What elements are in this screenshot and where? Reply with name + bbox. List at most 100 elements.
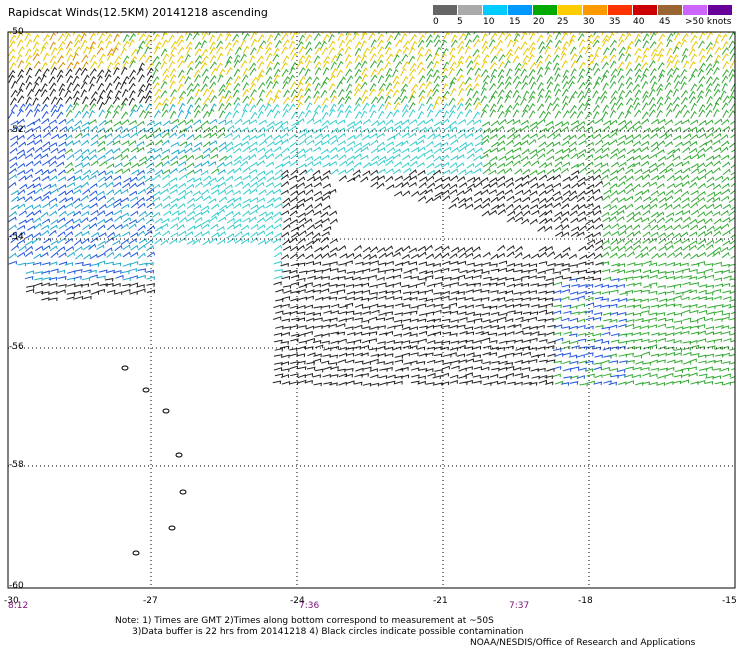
wind-barb <box>554 161 563 168</box>
wind-barb <box>240 140 249 147</box>
wind-barb <box>33 195 42 202</box>
wind-barb <box>169 188 178 195</box>
wind-barb <box>506 262 515 267</box>
wind-barb <box>666 153 675 160</box>
wind-barb <box>538 379 548 384</box>
wind-barb <box>178 237 187 243</box>
wind-barb <box>144 95 152 104</box>
wind-barb <box>585 276 594 281</box>
wind-barb <box>624 53 632 62</box>
wind-barb <box>545 282 554 286</box>
wind-barb <box>417 110 425 120</box>
wind-barb <box>329 354 338 359</box>
wind-barb <box>34 277 43 282</box>
wind-barb <box>601 331 611 336</box>
wind-barb <box>299 270 308 275</box>
wind-barb <box>89 274 98 279</box>
wind-barb <box>115 274 124 279</box>
wind-barb <box>345 83 353 92</box>
wind-barb <box>618 230 627 237</box>
wind-barb <box>610 90 618 98</box>
wind-barb <box>682 140 691 146</box>
wind-barb <box>72 52 79 61</box>
wind-barb <box>386 53 394 61</box>
wind-barb <box>242 82 249 91</box>
wind-barb <box>265 52 273 62</box>
wind-barb <box>361 73 368 83</box>
wind-barb <box>649 75 657 84</box>
wind-barb <box>232 190 241 196</box>
wind-barb <box>408 175 417 181</box>
wind-barb <box>617 373 626 378</box>
wind-barb <box>282 55 290 64</box>
wind-barb <box>113 66 120 76</box>
wind-barb <box>473 54 481 63</box>
wind-barb <box>705 76 713 84</box>
wind-barb <box>377 168 386 174</box>
wind-barb <box>553 324 563 328</box>
wind-barb <box>720 134 729 141</box>
wind-barb <box>250 76 259 85</box>
wind-barb <box>664 240 673 246</box>
wind-barb <box>688 48 696 57</box>
wind-barb <box>474 101 482 110</box>
wind-barb <box>96 127 106 134</box>
wind-barb <box>66 74 74 84</box>
wind-barb <box>170 40 178 49</box>
wind-barb <box>553 62 560 71</box>
wind-barb <box>346 167 355 174</box>
wind-barb <box>280 189 289 195</box>
wind-barb <box>161 139 170 146</box>
wind-barb <box>497 244 506 252</box>
wind-barb <box>624 374 633 378</box>
wind-barb <box>250 111 258 120</box>
wind-barb <box>169 80 176 89</box>
wind-barb <box>578 245 587 252</box>
wind-barb <box>82 263 91 267</box>
wind-barb <box>16 149 25 155</box>
wind-barb <box>459 317 468 321</box>
wind-barb <box>569 34 576 43</box>
wind-barb <box>722 217 731 223</box>
wind-barb <box>625 61 632 70</box>
wind-barb <box>610 128 619 134</box>
wind-barb <box>211 184 220 190</box>
wind-barb <box>57 169 66 176</box>
wind-barb <box>553 127 562 134</box>
wind-barb <box>609 138 618 146</box>
wind-barb <box>65 32 68 35</box>
wind-barb <box>296 198 306 204</box>
wind-barb <box>602 346 611 351</box>
wind-barb <box>569 291 579 295</box>
wind-barb <box>609 311 619 316</box>
wind-barb <box>273 146 282 153</box>
wind-barb <box>313 119 322 125</box>
wind-barb <box>314 317 323 322</box>
wind-barb <box>98 269 108 274</box>
wind-barb <box>504 81 512 90</box>
wind-barb <box>521 303 530 308</box>
wind-barb <box>297 132 307 140</box>
wind-barb <box>473 204 482 210</box>
wind-barb <box>97 69 105 77</box>
wind-barb <box>90 169 99 176</box>
wind-barb <box>426 318 436 323</box>
wind-barb <box>674 275 683 280</box>
wind-barb <box>544 245 553 252</box>
wind-barb <box>354 360 364 365</box>
wind-barb <box>154 225 163 232</box>
wind-barb <box>578 310 587 315</box>
wind-barb <box>81 204 90 210</box>
wind-barb <box>122 75 130 84</box>
wind-barb <box>313 128 322 134</box>
wind-barb <box>704 217 713 225</box>
wind-barb <box>89 32 96 41</box>
wind-barb <box>568 190 577 197</box>
wind-barb <box>568 134 577 141</box>
wind-barb <box>361 32 368 41</box>
wind-barb <box>490 147 499 153</box>
wind-barb <box>17 262 27 267</box>
wind-barb <box>314 246 323 253</box>
wind-barb <box>552 332 562 336</box>
wind-barb <box>152 127 161 134</box>
